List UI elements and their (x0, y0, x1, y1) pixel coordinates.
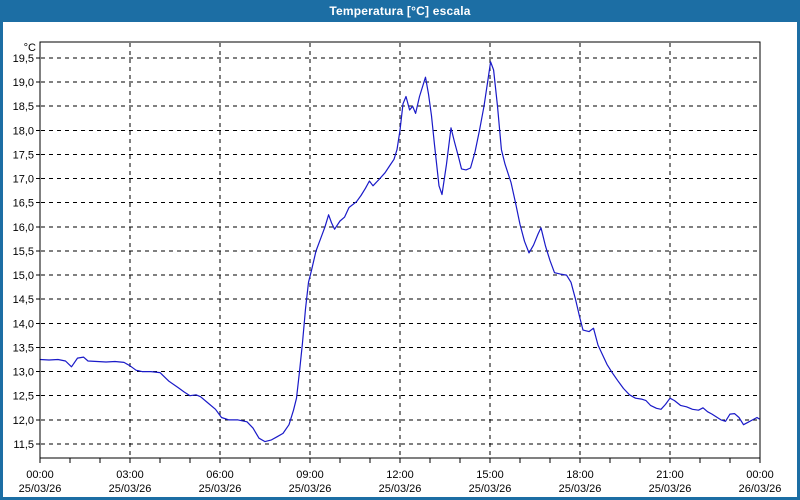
temperature-chart: 19,5 19,0 18,5 18,0 17,5 17,0 16,5 16,0 15,5 15,0… (13, 41, 782, 495)
y-tick-label: 13,5 (13, 342, 34, 354)
y-tick-label: 14,0 (13, 318, 34, 330)
y-tick-label: 13,0 (13, 367, 34, 379)
y-tick-label: 11,5 (13, 439, 34, 451)
x-tick-date-label: 26/03/26 (739, 483, 782, 495)
series-line-temperatura (39, 61, 760, 443)
y-tick-label: 19,0 (13, 77, 34, 89)
x-tick-time-label: 00:00 (746, 469, 774, 481)
x-tick-date-label: 25/03/26 (379, 483, 422, 495)
y-tick-label: 12,5 (13, 391, 34, 403)
x-tick-time-label: 03:00 (116, 469, 144, 481)
x-tick-date-label: 25/03/26 (649, 483, 692, 495)
x-tick-time-label: 12:00 (386, 469, 414, 481)
y-tick-label: 14,5 (13, 294, 34, 306)
y-tick-label: 16,0 (13, 222, 34, 234)
x-tick-time-label: 21:00 (656, 469, 684, 481)
axis-ticks (36, 57, 761, 463)
chart-area: 19,5 19,0 18,5 18,0 17,5 17,0 16,5 16,0 15,5 15,0… (3, 22, 797, 497)
y-tick-label: 19,5 (13, 53, 34, 65)
x-tick-time-label: 15:00 (476, 469, 504, 481)
x-tick-time-label: 18:00 (566, 469, 594, 481)
y-tick-label: 15,0 (13, 270, 34, 282)
y-tick-label: 18,5 (13, 101, 34, 113)
x-tick-date-label: 25/03/26 (19, 483, 62, 495)
y-tick-label: 17,5 (13, 149, 34, 161)
y-tick-label: 17,0 (13, 174, 34, 186)
plot-border (39, 41, 761, 459)
x-tick-date-label: 25/03/26 (109, 483, 152, 495)
x-gridlines (129, 43, 671, 457)
x-tick-date-label: 25/03/26 (469, 483, 512, 495)
x-axis-labels: 00:00 25/03/26 03:00 25/03/26 06:00 25/03/26 0… (19, 469, 782, 495)
window-title: Temperatura [°C] escala (329, 4, 471, 18)
x-tick-date-label: 25/03/26 (289, 483, 332, 495)
y-tick-label: 18,0 (13, 125, 34, 137)
x-tick-date-label: 25/03/26 (559, 483, 602, 495)
title-bar: Temperatura [°C] escala (3, 0, 797, 22)
x-tick-time-label: 00:00 (26, 469, 54, 481)
x-tick-time-label: 06:00 (206, 469, 234, 481)
y-tick-label: 12,0 (13, 415, 34, 427)
y-unit-label: °C (24, 42, 36, 54)
y-tick-label: 16,5 (13, 198, 34, 210)
y-axis-labels: 19,5 19,0 18,5 18,0 17,5 17,0 16,5 16,0 15,5 15,0… (13, 42, 36, 451)
x-tick-time-label: 09:00 (296, 469, 324, 481)
y-tick-label: 15,5 (13, 246, 34, 258)
x-tick-date-label: 25/03/26 (199, 483, 242, 495)
series (39, 61, 760, 443)
